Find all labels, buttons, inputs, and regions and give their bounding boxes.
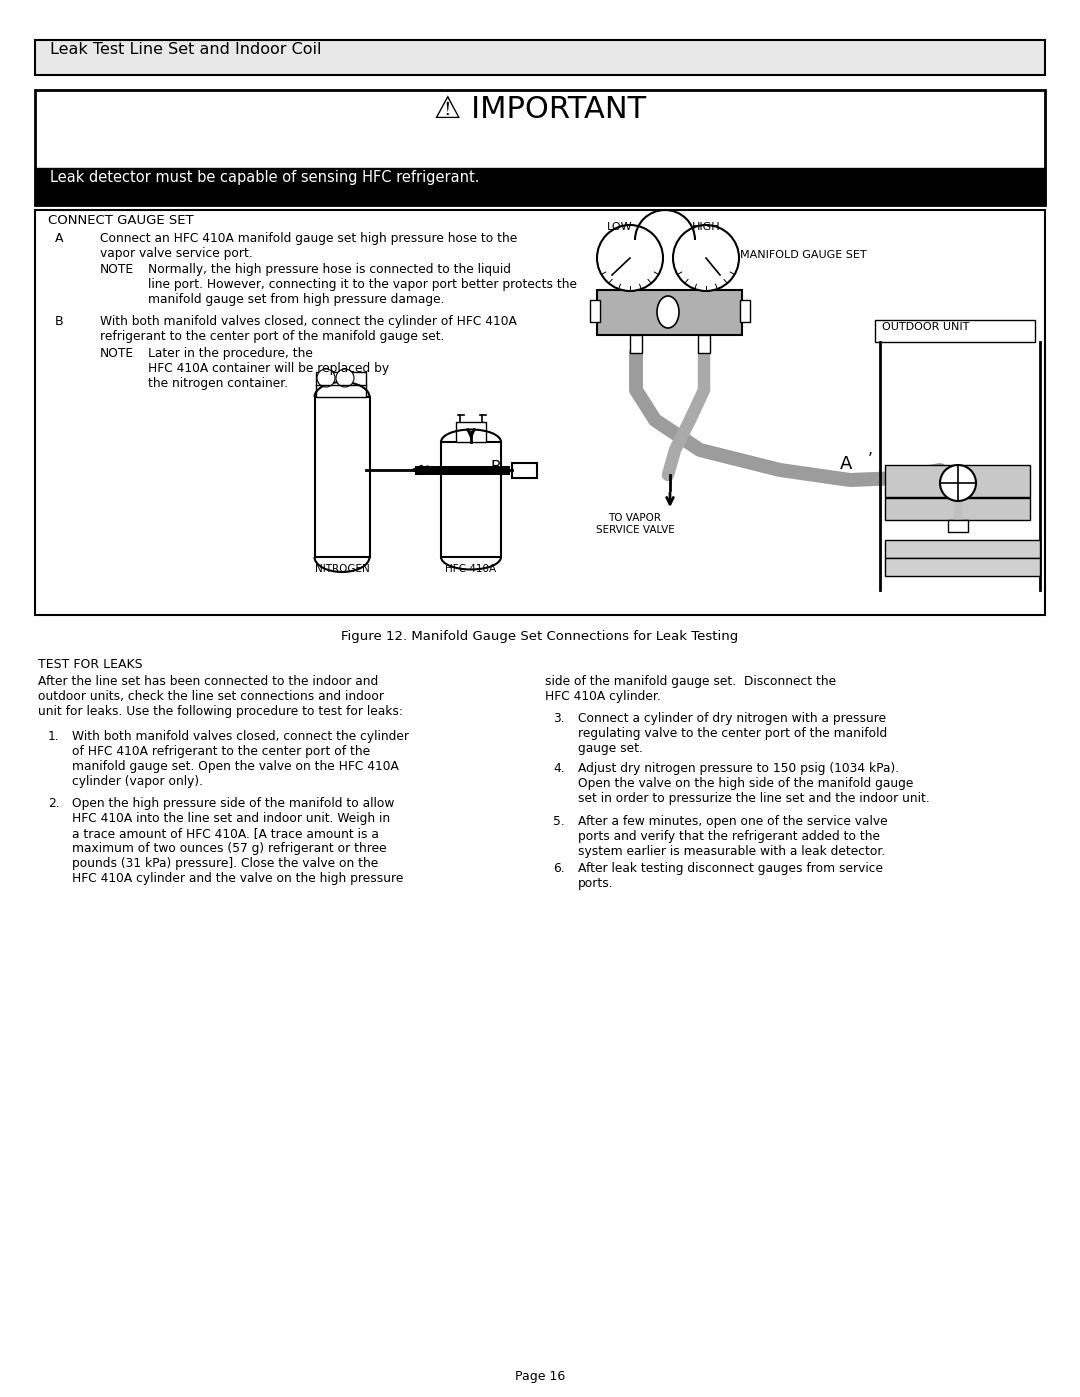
Text: B: B: [55, 314, 64, 328]
Bar: [948, 520, 968, 532]
Text: NOTE: NOTE: [100, 263, 134, 277]
Bar: [35, 41, 1045, 75]
Bar: [885, 541, 1040, 557]
Bar: [35, 89, 1045, 205]
Circle shape: [597, 225, 663, 291]
Bar: [315, 397, 370, 557]
Text: Page 16: Page 16: [515, 1370, 565, 1383]
Text: MANIFOLD GAUGE SET: MANIFOLD GAUGE SET: [740, 250, 866, 260]
Text: With both manifold valves closed, connect the cylinder
of HFC 410A refrigerant t: With both manifold valves closed, connec…: [72, 731, 409, 788]
Text: A: A: [840, 455, 852, 474]
Text: Open the high pressure side of the manifold to allow
HFC 410A into the line set : Open the high pressure side of the manif…: [72, 798, 403, 886]
Text: Connect a cylinder of dry nitrogen with a pressure
regulating valve to the cente: Connect a cylinder of dry nitrogen with …: [578, 712, 888, 754]
Text: Connect an HFC 410A manifold gauge set high pressure hose to the
vapor valve ser: Connect an HFC 410A manifold gauge set h…: [100, 232, 517, 260]
Bar: [441, 441, 501, 557]
Text: 4.: 4.: [553, 761, 565, 775]
Text: 5.: 5.: [553, 814, 565, 828]
Text: 1.: 1.: [48, 731, 59, 743]
Circle shape: [336, 369, 354, 387]
Text: ’: ’: [868, 453, 873, 467]
Text: TEST FOR LEAKS: TEST FOR LEAKS: [38, 658, 143, 671]
Text: Normally, the high pressure hose is connected to the liquid
line port. However, : Normally, the high pressure hose is conn…: [148, 263, 577, 306]
Text: After the line set has been connected to the indoor and
outdoor units, check the: After the line set has been connected to…: [38, 675, 403, 718]
Bar: [597, 291, 742, 335]
Circle shape: [318, 369, 335, 387]
Text: Later in the procedure, the
HFC 410A container will be replaced by
the nitrogen : Later in the procedure, the HFC 410A con…: [148, 346, 389, 390]
Bar: [512, 462, 537, 478]
Text: 6.: 6.: [553, 862, 565, 875]
Text: 2.: 2.: [48, 798, 59, 810]
Text: Leak detector must be capable of sensing HFC refrigerant.: Leak detector must be capable of sensing…: [50, 170, 480, 184]
Text: A: A: [55, 232, 64, 244]
Text: LOW: LOW: [607, 222, 633, 232]
Bar: [885, 465, 1030, 497]
Text: Adjust dry nitrogen pressure to 150 psig (1034 kPa).
Open the valve on the high : Adjust dry nitrogen pressure to 150 psig…: [578, 761, 930, 805]
Text: OUTDOOR UNIT: OUTDOOR UNIT: [882, 321, 970, 332]
Text: B: B: [490, 460, 500, 475]
Text: TO VAPOR
SERVICE VALVE: TO VAPOR SERVICE VALVE: [596, 513, 674, 535]
Bar: [698, 335, 710, 353]
Circle shape: [673, 225, 739, 291]
Text: ⚠ IMPORTANT: ⚠ IMPORTANT: [434, 95, 646, 124]
Bar: [885, 497, 1030, 520]
Bar: [875, 320, 1035, 342]
Text: After leak testing disconnect gauges from service
ports.: After leak testing disconnect gauges fro…: [578, 862, 883, 890]
Text: HIGH: HIGH: [692, 222, 720, 232]
Bar: [316, 372, 366, 397]
Ellipse shape: [657, 296, 679, 328]
Text: Leak Test Line Set and Indoor Coil: Leak Test Line Set and Indoor Coil: [50, 42, 322, 57]
Text: After a few minutes, open one of the service valve
ports and verify that the ref: After a few minutes, open one of the ser…: [578, 814, 888, 858]
Text: side of the manifold gauge set.  Disconnect the
HFC 410A cylinder.: side of the manifold gauge set. Disconne…: [545, 675, 836, 703]
Bar: [35, 168, 1045, 205]
Bar: [590, 300, 600, 321]
Text: HFC 410A: HFC 410A: [445, 564, 497, 574]
Text: NOTE: NOTE: [100, 346, 134, 360]
Bar: [885, 557, 1040, 576]
Text: Figure 12. Manifold Gauge Set Connections for Leak Testing: Figure 12. Manifold Gauge Set Connection…: [341, 630, 739, 643]
Text: 3.: 3.: [553, 712, 565, 725]
Bar: [630, 335, 642, 353]
Bar: [415, 467, 510, 475]
Text: With both manifold valves closed, connect the cylinder of HFC 410A
refrigerant t: With both manifold valves closed, connec…: [100, 314, 517, 344]
Circle shape: [940, 465, 976, 502]
Text: CONNECT GAUGE SET: CONNECT GAUGE SET: [48, 214, 193, 226]
Bar: [740, 300, 750, 321]
Bar: [456, 422, 486, 441]
Text: NITROGEN: NITROGEN: [314, 564, 369, 574]
Bar: [35, 210, 1045, 615]
